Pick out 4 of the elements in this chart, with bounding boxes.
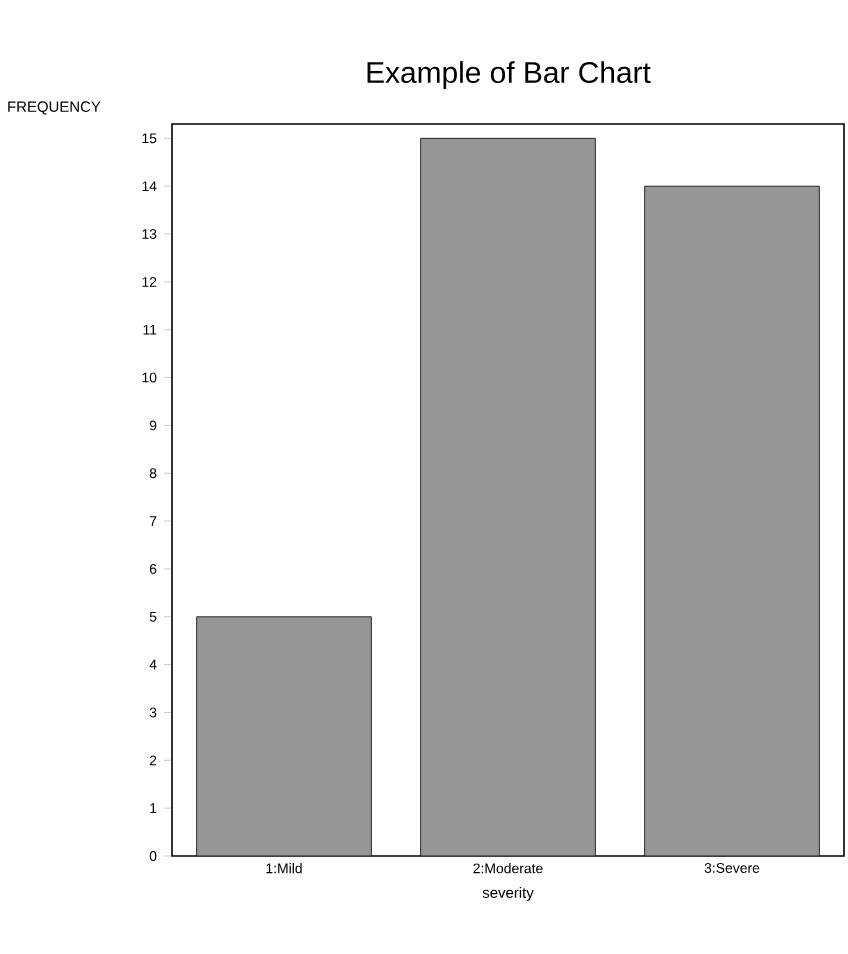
bar: [196, 616, 372, 856]
bar: [420, 138, 596, 856]
chart-title: Example of Bar Chart: [367, 61, 651, 89]
bar: [644, 185, 820, 856]
